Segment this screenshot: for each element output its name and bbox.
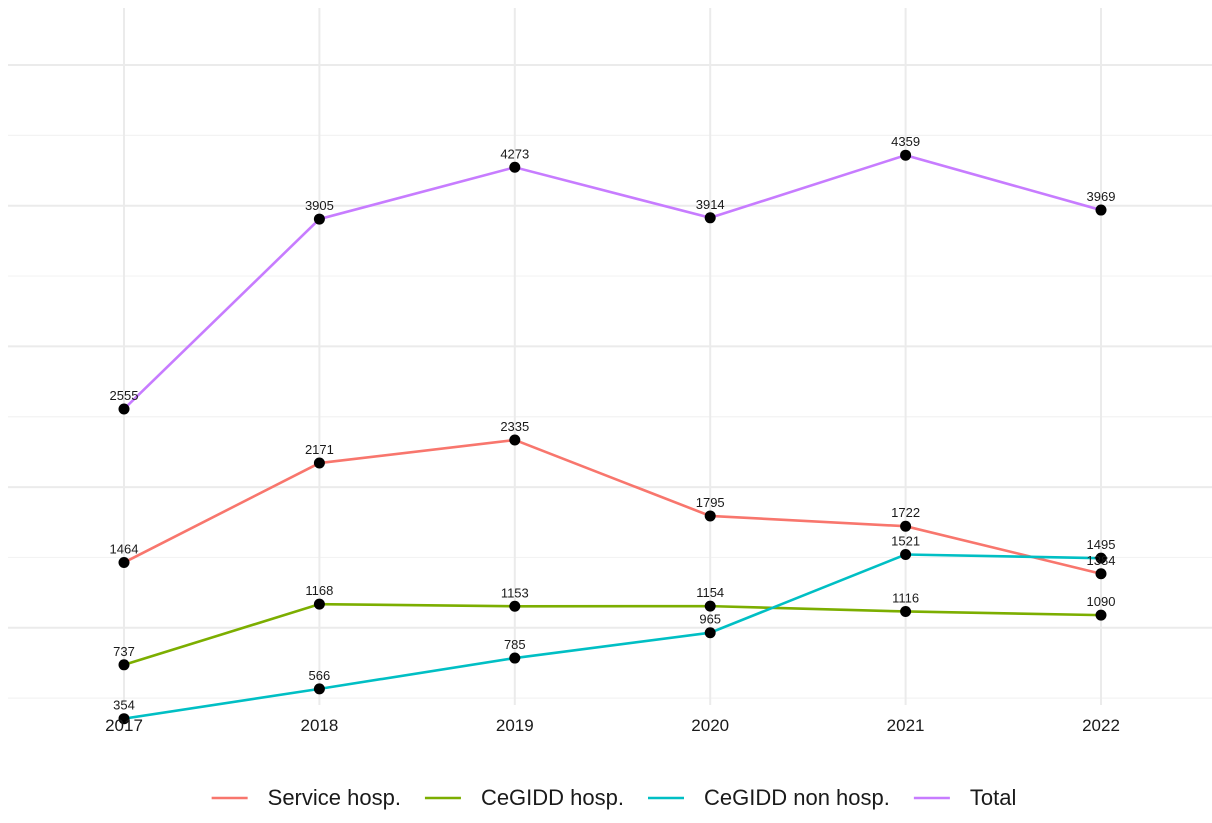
x-axis-ticks: 2017 2018 2019 2020 2021 2022 (105, 716, 1120, 735)
data-label: 3969 (1087, 189, 1116, 204)
series-line-0 (123, 438, 1102, 576)
data-label: 1116 (892, 590, 919, 605)
data-label: 1153 (501, 585, 529, 600)
plot-grid (8, 8, 1212, 705)
data-point (1095, 204, 1107, 216)
data-label: 1795 (696, 495, 725, 510)
data-point (118, 713, 130, 725)
data-point (313, 683, 325, 695)
legend-item: CeGIDD hosp. (424, 785, 624, 810)
data-label: 1521 (891, 533, 920, 548)
data-label: 785 (504, 637, 526, 652)
data-label: 354 (113, 698, 135, 713)
data-point (900, 548, 912, 560)
data-label: 1464 (110, 542, 139, 557)
legend-label: CeGIDD hosp. (481, 785, 624, 810)
data-point (118, 659, 130, 671)
data-label: 1154 (696, 585, 724, 600)
data-label: 1495 (1087, 537, 1116, 552)
data-label: 4359 (891, 134, 920, 149)
x-tick-label: 2022 (1082, 716, 1120, 735)
legend: Service hosp. CeGIDD hosp. CeGIDD non hosp… (211, 785, 1016, 810)
data-point (704, 627, 716, 639)
x-tick-label: 2017 (105, 716, 143, 735)
legend-label: Service hosp. (268, 785, 401, 810)
data-point (313, 598, 325, 610)
data-point (313, 457, 325, 469)
data-label: 965 (699, 612, 721, 627)
data-point (704, 600, 716, 612)
series-line-2 (123, 553, 1102, 720)
data-label: 2335 (500, 419, 529, 434)
data-label: 2555 (110, 388, 139, 403)
legend-item: Total (913, 785, 1016, 810)
data-label: 1722 (891, 505, 920, 520)
data-label: 3914 (696, 197, 725, 212)
data-label: 1090 (1087, 594, 1116, 609)
x-tick-label: 2020 (691, 716, 729, 735)
data-point (118, 403, 130, 415)
data-point (900, 149, 912, 161)
data-point (509, 161, 521, 173)
data-point (704, 510, 716, 522)
data-point (118, 557, 130, 569)
x-tick-label: 2018 (300, 716, 338, 735)
data-point (509, 652, 521, 664)
data-point (704, 212, 716, 224)
data-label: 3905 (305, 198, 334, 213)
data-point (1095, 609, 1107, 621)
data-point (900, 520, 912, 532)
x-tick-label: 2019 (496, 716, 534, 735)
legend-item: Service hosp. (211, 785, 401, 810)
data-label: 2171 (305, 442, 334, 457)
data-label: 566 (309, 668, 331, 683)
series-lines (123, 153, 1102, 720)
series-line-3 (123, 153, 1102, 410)
data-labels: 1464 2171 2335 1795 1722 1384 737 1168 1153 1154 1… (110, 134, 1116, 713)
data-label: 737 (113, 644, 135, 659)
data-point (313, 213, 325, 225)
legend-label: CeGIDD non hosp. (704, 785, 890, 810)
data-point (509, 434, 521, 446)
x-tick-label: 2021 (887, 716, 925, 735)
data-point (900, 605, 912, 617)
data-label: 1384 (1087, 553, 1116, 568)
series-line-1 (123, 602, 1102, 667)
data-label: 4273 (500, 146, 529, 161)
data-point (1095, 552, 1107, 564)
legend-label: Total (970, 785, 1016, 810)
legend-item: CeGIDD non hosp. (648, 785, 890, 810)
data-label: 1168 (305, 583, 333, 598)
data-point (1095, 568, 1107, 580)
data-point (509, 600, 521, 612)
data-points (118, 149, 1107, 725)
